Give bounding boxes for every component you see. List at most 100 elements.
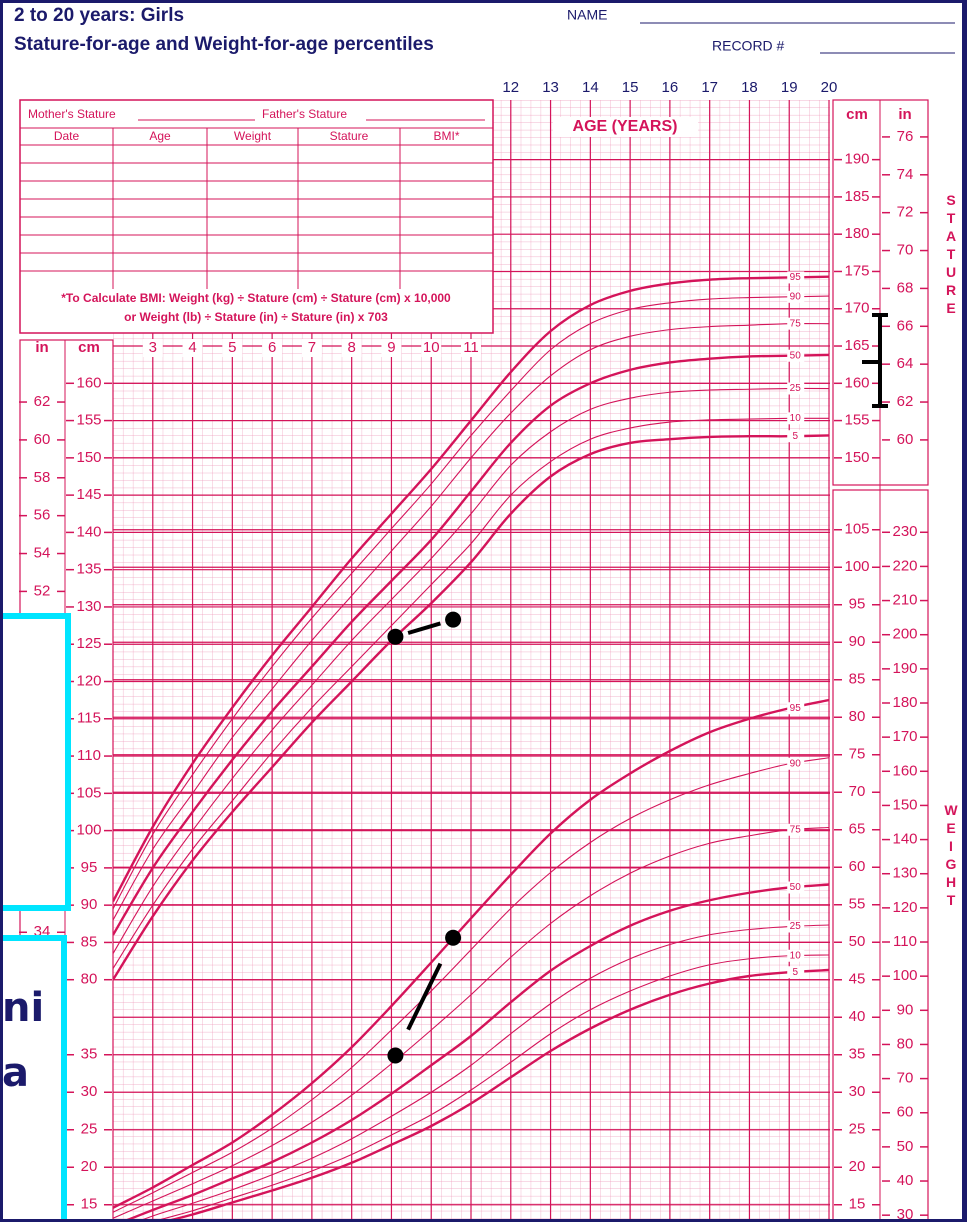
- percentile-label: 10: [790, 413, 802, 424]
- record-label: RECORD #: [712, 38, 785, 54]
- y-tick-label: 145: [76, 486, 101, 503]
- percentile-labels: 95 90 75 50 25 10 5 95 90 75 50 25 10 5: [787, 271, 805, 979]
- x-tick-label: 9: [387, 339, 395, 356]
- percentile-line: [158, 968, 830, 1222]
- percentile-label-bg: [787, 382, 805, 395]
- y-tick-label: 105: [76, 784, 101, 801]
- percentile-line: [113, 417, 830, 969]
- percentile-label: 95: [790, 703, 802, 714]
- percentile-line: [119, 883, 830, 1222]
- y-tick-label: 65: [849, 821, 866, 838]
- y-tick-label: 155: [76, 412, 101, 429]
- y-tick-label: 90: [897, 1001, 914, 1018]
- y-tick-label: 52: [34, 582, 51, 599]
- y-tick-label: 80: [81, 971, 98, 988]
- percentile-label-bg: [787, 430, 805, 443]
- x-tick-label: 13: [542, 79, 559, 96]
- y-tick-label: 30: [897, 1206, 914, 1222]
- overlay-box: [0, 613, 71, 911]
- y-tick-label: 20: [849, 1158, 866, 1175]
- y-tick-label: 130: [76, 598, 101, 615]
- y-tick-label: 85: [849, 671, 866, 688]
- percentile-line: [113, 434, 830, 981]
- x-tick-label-bg: [381, 339, 402, 357]
- y-tick-label: 62: [897, 393, 914, 410]
- y-tick-label: 150: [844, 449, 869, 466]
- percentile-label: 50: [790, 350, 802, 361]
- y-tick-label: 120: [892, 899, 917, 916]
- y-tick-label: 110: [893, 933, 917, 950]
- percentile-label-bg: [787, 271, 805, 284]
- percentile-label: 5: [792, 431, 798, 442]
- percentile-line: [151, 954, 830, 1222]
- percentile-label-bg: [787, 966, 805, 979]
- y-tick-label: 54: [34, 545, 51, 562]
- y-tick-label: 56: [34, 507, 51, 524]
- y-tick-label: 50: [849, 933, 866, 950]
- y-tick-label: 100: [844, 558, 869, 575]
- y-tick-label: 105: [844, 521, 869, 538]
- x-tick-label: 7: [308, 339, 316, 356]
- percentile-label-bg: [787, 920, 805, 933]
- y-tick-label: 135: [76, 561, 101, 578]
- percentile-label: 10: [790, 950, 802, 961]
- y-tick-label: 70: [897, 242, 914, 259]
- overlay-text: a: [2, 1050, 29, 1096]
- mother-stature-label: Mother's Stature: [28, 107, 116, 121]
- y-tick-label: 90: [81, 896, 98, 913]
- y-tick-label: 75: [849, 746, 866, 763]
- percentile-label: 95: [790, 272, 802, 283]
- y-tick-label: 80: [897, 1035, 914, 1052]
- y-tick-label: 190: [844, 151, 869, 168]
- x-tick-label-bg: [301, 339, 322, 357]
- y-tick-label: 62: [34, 393, 51, 410]
- y-tick-label: 58: [34, 469, 51, 486]
- title: 2 to 20 years: Girls: [14, 5, 184, 26]
- y-tick-label: 95: [849, 596, 866, 613]
- y-tick-label: 160: [892, 762, 917, 779]
- y-tick-label: 70: [897, 1070, 914, 1087]
- y-tick-label: 180: [892, 694, 917, 711]
- stature-word: STATURE: [943, 192, 959, 318]
- x-tick-label-bg: [421, 339, 442, 357]
- y-tick-label: 76: [897, 128, 914, 145]
- bmi-note: *To Calculate BMI: Weight (kg) ÷ Stature…: [61, 291, 451, 305]
- percentile-label-bg: [787, 881, 805, 894]
- y-tick-label: 170: [892, 728, 917, 745]
- y-tick-label: 95: [81, 859, 98, 876]
- subtitle: Stature-for-age and Weight-for-age perce…: [14, 34, 434, 55]
- y-tick-label: 210: [892, 592, 917, 609]
- measurement-point: [445, 929, 462, 946]
- percentile-line: [134, 924, 830, 1222]
- percentile-line: [113, 757, 830, 1213]
- y-tick-label: 45: [849, 971, 866, 988]
- y-tick-label: 80: [849, 708, 866, 725]
- target-height-bracket: [862, 313, 888, 408]
- y-tick-label: 180: [844, 225, 869, 242]
- measurement-point: [387, 1047, 404, 1064]
- x-tick-label: 14: [582, 79, 599, 96]
- y-tick-label: 100: [76, 822, 101, 839]
- percentile-label: 90: [790, 758, 802, 769]
- percentile-line: [113, 698, 830, 1209]
- percentile-line: [113, 353, 830, 936]
- y-tick-label: 68: [897, 279, 914, 296]
- x-tick-label: 17: [701, 79, 718, 96]
- x-tick-label: 16: [662, 79, 679, 96]
- y-tick-label: 150: [76, 449, 101, 466]
- y-tick-label: 15: [81, 1196, 98, 1213]
- father-stature-label: Father's Stature: [262, 107, 347, 121]
- x-tick-label-bg: [222, 339, 243, 357]
- percentile-line: [113, 322, 830, 921]
- x-tick-label: 4: [188, 339, 196, 356]
- y-tick-label: 60: [34, 431, 51, 448]
- x-axis-label: AGE (YEARS): [573, 118, 678, 135]
- y-tick-label: 30: [81, 1083, 98, 1100]
- y-tick-label: 50: [897, 1138, 914, 1155]
- percentile-label: 25: [790, 921, 802, 932]
- y-tick-label: 72: [897, 204, 914, 221]
- y-tick-label: 35: [849, 1046, 866, 1063]
- percentile-line: [113, 826, 830, 1219]
